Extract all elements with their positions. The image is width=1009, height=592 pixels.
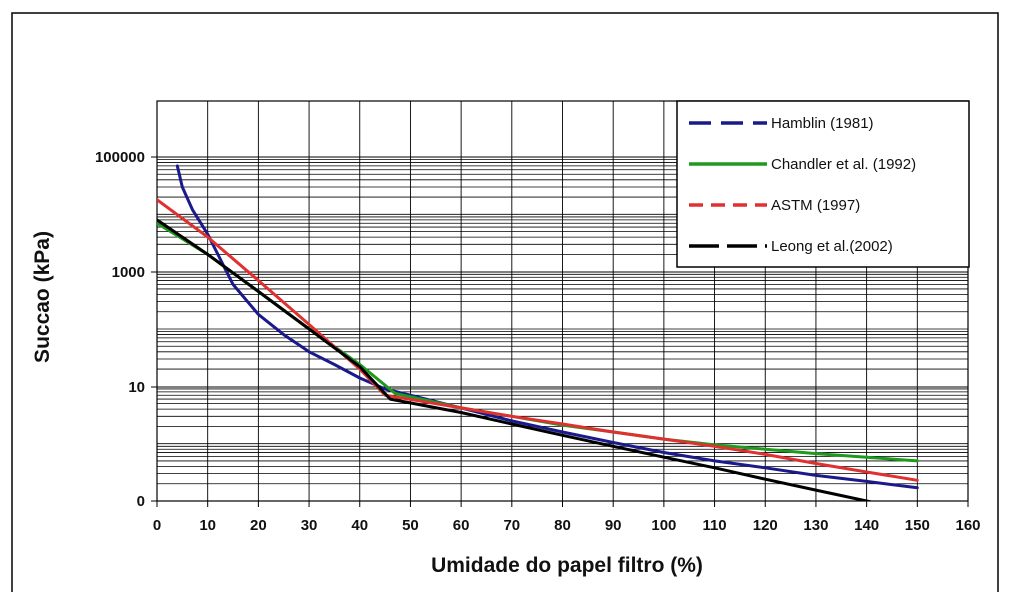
series-line-3	[157, 198, 919, 482]
x-tick-label: 110	[702, 517, 726, 534]
legend-box	[676, 100, 970, 268]
plot-area: 0 10 20 30 40 50 60 70 80 90 100 110 120 130 140 150 160…	[95, 100, 981, 534]
legend-label-4: Leong et al.(2002)	[771, 238, 893, 255]
y-tick-label: 100000	[95, 149, 145, 166]
x-tick-label: 10	[199, 517, 216, 534]
y-axis-title: Succao (kPa)	[31, 231, 54, 363]
x-tick-label: 160	[955, 517, 980, 534]
plot-frame	[156, 100, 969, 502]
x-tick-label: 100	[651, 517, 676, 534]
x-tick-label: 60	[453, 517, 470, 534]
legend-label-2: Chandler et al. (1992)	[771, 156, 916, 173]
y-tick-label: 10	[128, 379, 145, 396]
x-tick-label: 130	[803, 517, 828, 534]
outer-border	[11, 12, 999, 592]
x-tick-label: 30	[301, 517, 318, 534]
y-tick-label: 0	[137, 493, 145, 510]
x-tick-label: 70	[503, 517, 520, 534]
y-tick-label: 1000	[112, 264, 145, 281]
x-tick-label: 90	[605, 517, 622, 534]
x-tick-label: 40	[351, 517, 368, 534]
x-tick-label: 50	[402, 517, 419, 534]
x-tick-label: 0	[153, 517, 161, 534]
series-line-1	[175, 164, 919, 490]
legend-label-1: Hamblin (1981)	[771, 115, 874, 132]
x-tick-label: 150	[905, 517, 930, 534]
x-tick-label: 20	[250, 517, 267, 534]
x-axis-title: Umidade do papel filtro (%)	[431, 554, 703, 577]
legend-label-3: ASTM (1997)	[771, 197, 860, 214]
x-tick-label: 120	[753, 517, 778, 534]
x-tick-label: 80	[554, 517, 571, 534]
series-line-4	[157, 218, 874, 501]
x-tick-label: 140	[854, 517, 879, 534]
